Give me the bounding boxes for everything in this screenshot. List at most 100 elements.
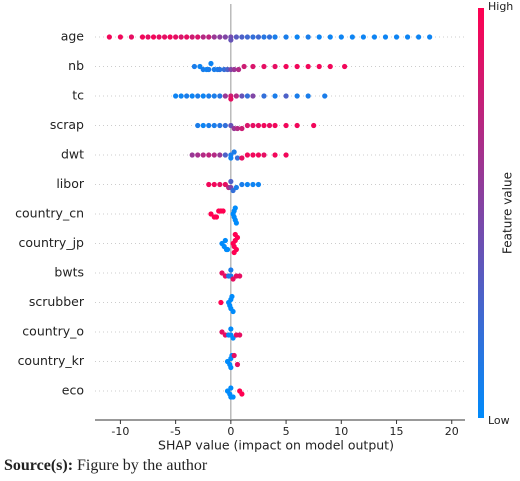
shap-point: [244, 34, 251, 40]
shap-point: [211, 122, 217, 129]
shap-point: [322, 93, 328, 99]
shap-point: [222, 152, 228, 158]
shap-point: [233, 184, 239, 191]
shap-point: [235, 66, 242, 73]
shap-point: [139, 34, 146, 40]
shap-point: [255, 34, 262, 40]
shap-point: [228, 155, 234, 161]
shap-point: [217, 152, 223, 158]
shap-point: [261, 152, 267, 158]
shap-point: [213, 214, 220, 220]
colorbar-label: Feature value: [501, 172, 515, 254]
shap-point: [244, 152, 251, 158]
shap-point: [250, 122, 256, 129]
shap-point: [404, 34, 411, 40]
shap-point: [231, 149, 237, 155]
feature-label: dwt: [61, 147, 84, 162]
shap-point: [234, 155, 241, 161]
shap-point: [230, 394, 236, 400]
shap-point: [178, 34, 184, 40]
feature-label: age: [61, 29, 85, 44]
shap-point: [220, 208, 226, 214]
shap-point: [294, 122, 300, 129]
x-tick-label: 15: [390, 425, 404, 438]
shap-point: [217, 93, 223, 99]
shap-point: [200, 34, 206, 40]
shap-point: [239, 34, 245, 40]
shap-point: [272, 63, 278, 70]
shap-point: [250, 93, 256, 99]
shap-point: [195, 34, 201, 40]
shap-point: [106, 34, 112, 40]
shap-point: [233, 34, 239, 40]
shap-point: [237, 273, 243, 279]
shap-point: [222, 181, 228, 188]
feature-label: libor: [56, 176, 85, 191]
shap-point: [283, 34, 289, 40]
shap-point: [250, 152, 256, 158]
shap-point: [228, 364, 234, 371]
shap-point: [239, 125, 245, 132]
colorbar: [478, 8, 484, 418]
shap-point: [219, 329, 225, 335]
x-tick-label: 0: [227, 425, 234, 438]
shap-point: [250, 181, 256, 188]
shap-point: [230, 335, 236, 341]
shap-point: [195, 122, 201, 129]
shap-point: [161, 34, 168, 40]
shap-point: [217, 66, 223, 73]
shap-point: [371, 34, 378, 40]
shap-point: [206, 181, 212, 188]
shap-point: [173, 34, 179, 40]
shap-point: [250, 34, 256, 40]
shap-point: [197, 63, 203, 70]
shap-point: [261, 34, 267, 40]
shap-point: [311, 122, 317, 129]
feature-label: scrap: [50, 117, 84, 132]
shap-point: [234, 361, 241, 368]
shap-point: [241, 63, 247, 70]
shap-point: [244, 181, 251, 188]
shap-point: [222, 93, 228, 99]
shap-point: [206, 34, 212, 40]
shap-point: [200, 152, 206, 158]
shap-point: [283, 63, 289, 70]
shap-point: [316, 34, 322, 40]
shap-point: [217, 34, 223, 40]
shap-point: [208, 211, 214, 217]
shap-point: [230, 187, 236, 194]
shap-point: [224, 246, 231, 253]
shap-point: [189, 152, 195, 158]
shap-point: [382, 34, 389, 40]
shap-point: [349, 34, 355, 40]
feature-label: country_cn: [15, 206, 84, 221]
shap-point: [189, 34, 195, 40]
x-tick-label: -5: [170, 425, 181, 438]
shap-point: [342, 63, 348, 70]
shap-point: [200, 122, 206, 129]
shap-point: [195, 152, 201, 158]
feature-label: nb: [68, 58, 84, 73]
x-tick-label: 5: [283, 425, 290, 438]
shap-point: [266, 34, 273, 40]
shap-point: [294, 63, 300, 70]
caption: Source(s): Figure by the author: [4, 457, 208, 474]
shap-point: [283, 93, 289, 99]
shap-point: [228, 326, 234, 332]
shap-point: [244, 93, 251, 99]
shap-point: [261, 63, 267, 70]
shap-point: [228, 96, 234, 102]
shap-point: [206, 66, 212, 73]
shap-point: [231, 352, 237, 359]
shap-point: [217, 181, 223, 188]
caption-label: Source(s):: [4, 457, 73, 474]
feature-label: bwts: [54, 265, 84, 280]
feature-label: country_jp: [19, 235, 85, 250]
shap-point: [427, 34, 433, 40]
shap-point: [231, 249, 237, 256]
x-axis-label: SHAP value (impact on model output): [158, 438, 394, 453]
shap-point: [178, 93, 184, 99]
shap-point: [272, 93, 278, 99]
shap-point: [173, 93, 179, 99]
